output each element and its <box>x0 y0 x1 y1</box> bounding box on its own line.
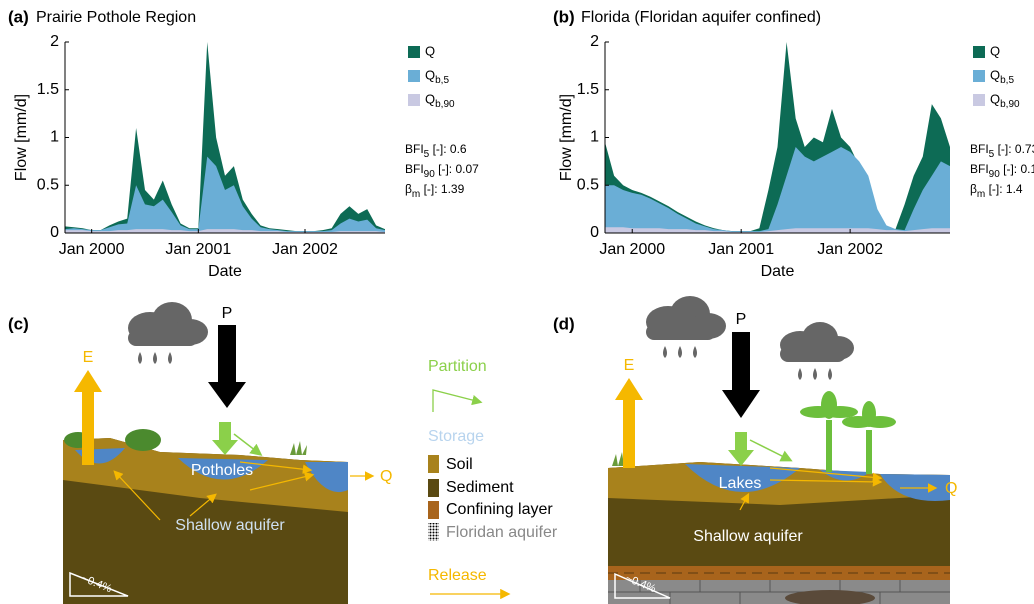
legend-swatch <box>408 70 420 82</box>
area <box>65 156 385 233</box>
panel-label: (d) <box>553 314 575 333</box>
swatch <box>428 501 439 519</box>
x-tick-label: Jan 2000 <box>599 241 665 258</box>
flow-label: Q <box>380 468 392 485</box>
legend-release: Release <box>428 567 487 584</box>
x-tick-label: Jan 2002 <box>272 241 338 258</box>
legend-swatch <box>973 46 985 58</box>
annotation: BFI5 [-]: 0.6 <box>405 142 467 159</box>
legend-layer: Soil <box>446 456 473 473</box>
water-label: Potholes <box>191 462 253 479</box>
chart-title: Florida (Floridan aquifer confined) <box>581 9 821 26</box>
annotation: BFI5 [-]: 0.73 <box>970 142 1034 159</box>
y-tick-label: 2 <box>50 33 59 50</box>
water-label: Lakes <box>719 475 762 492</box>
flow-label: Q <box>945 480 957 497</box>
diagram-c <box>63 302 375 604</box>
evap-label: E <box>624 357 635 374</box>
partition-icon <box>432 389 483 412</box>
legend-partition: Partition <box>428 358 487 375</box>
chart-title: Prairie Pothole Region <box>36 9 196 26</box>
area <box>605 147 950 233</box>
aquifer-label: Shallow aquifer <box>693 528 803 545</box>
diagram-d <box>608 296 950 604</box>
annotation: BFI90 [-]: 0.07 <box>405 162 479 179</box>
x-axis-label: Date <box>208 263 242 280</box>
x-tick-label: Jan 2001 <box>165 241 231 258</box>
legend-layer: Floridan aquifer <box>446 524 558 541</box>
annotation: βm [-]: 1.4 <box>970 182 1023 199</box>
legend-label: Qb,5 <box>990 67 1014 85</box>
y-tick-label: 0.5 <box>37 176 59 193</box>
aquifer-label: Shallow aquifer <box>175 517 285 534</box>
legend-label: Qb,90 <box>990 91 1020 109</box>
legend-label: Qb,90 <box>425 91 455 109</box>
swatch <box>428 479 439 497</box>
legend-label: Q <box>425 43 435 58</box>
annotation: βm [-]: 1.39 <box>405 182 465 199</box>
swatch <box>428 455 439 473</box>
y-axis-label: Flow [mm/d] <box>558 94 575 181</box>
y-tick-label: 1.5 <box>37 81 59 98</box>
annotation: BFI90 [-]: 0.14 <box>970 162 1034 179</box>
legend-label: Q <box>990 43 1000 58</box>
legend-label: Qb,5 <box>425 67 449 85</box>
x-tick-label: Jan 2000 <box>59 241 125 258</box>
x-tick-label: Jan 2002 <box>817 241 883 258</box>
evap-label: E <box>83 349 94 366</box>
legend-layer: Confining layer <box>446 501 553 518</box>
y-tick-label: 1.5 <box>577 81 599 98</box>
legend-swatch <box>408 46 420 58</box>
y-tick-label: 1 <box>50 129 59 146</box>
y-tick-label: 2 <box>590 33 599 50</box>
x-tick-label: Jan 2001 <box>708 241 774 258</box>
y-tick-label: 0.5 <box>577 176 599 193</box>
legend-layer: Sediment <box>446 479 514 496</box>
swatch <box>428 523 439 541</box>
y-tick-label: 1 <box>590 129 599 146</box>
legend-swatch <box>973 70 985 82</box>
legend-swatch <box>973 94 985 106</box>
panel-label: (b) <box>553 7 575 26</box>
y-tick-label: 0 <box>50 224 59 241</box>
panel-label: (c) <box>8 314 29 333</box>
y-axis-label: Flow [mm/d] <box>13 94 30 181</box>
legend-swatch <box>408 94 420 106</box>
precip-label: P <box>736 311 747 328</box>
x-axis-label: Date <box>761 263 795 280</box>
precip-label: P <box>222 305 233 322</box>
area <box>605 227 950 233</box>
legend-storage: Storage <box>428 428 484 445</box>
y-tick-label: 0 <box>590 224 599 241</box>
panel-label: (a) <box>8 7 29 26</box>
